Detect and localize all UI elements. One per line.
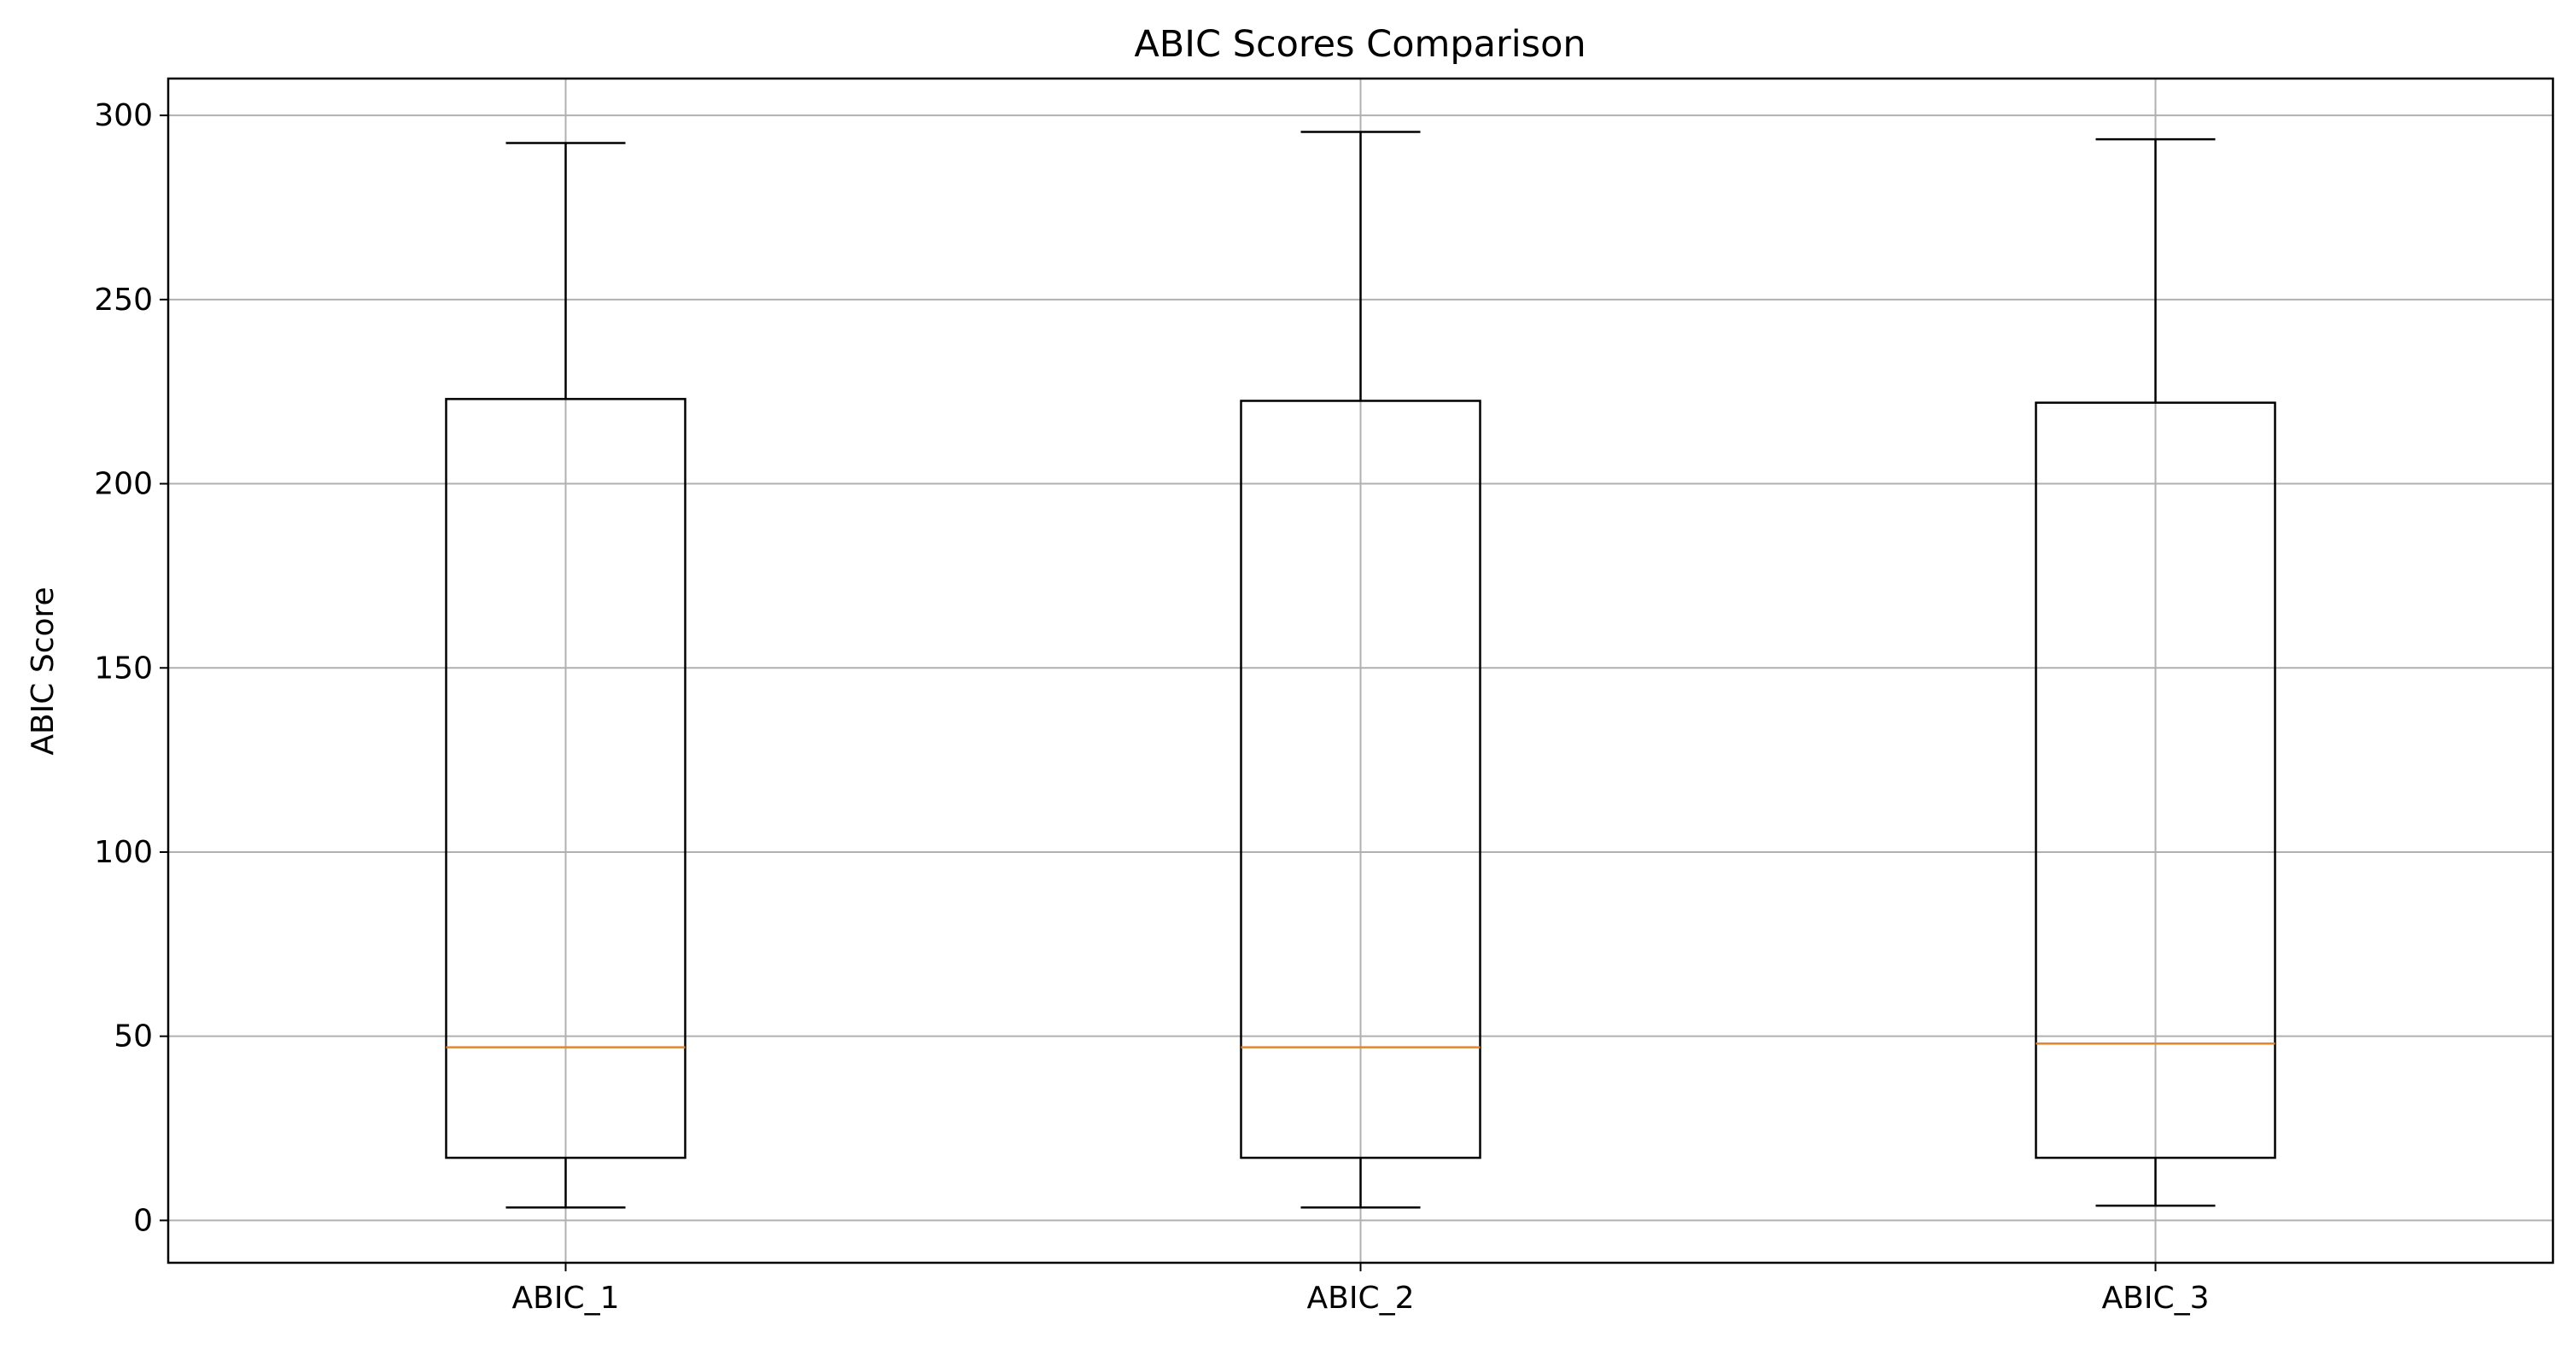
y-axis-label: ABIC Score: [26, 587, 61, 755]
y-tick-label: 300: [94, 98, 153, 133]
y-axis-ticks: 0 50 100 150 200 250 300: [94, 98, 168, 1238]
y-tick-label: 200: [94, 467, 153, 502]
x-tick-label: ABIC_2: [1307, 1281, 1415, 1316]
box-abic-1: [445, 142, 686, 1209]
x-tick-label: ABIC_3: [2102, 1281, 2210, 1316]
box-series: [445, 131, 2276, 1209]
y-tick-label: 100: [94, 835, 153, 870]
y-tick-label: 150: [94, 651, 153, 686]
iqr-box: [445, 398, 686, 1159]
iqr-box: [2035, 401, 2276, 1159]
iqr-box: [1240, 400, 1481, 1159]
box-abic-2: [1240, 131, 1481, 1209]
chart-title: ABIC Scores Comparison: [1134, 23, 1586, 66]
x-axis-ticks: ABIC_1 ABIC_2 ABIC_3: [512, 1263, 2210, 1316]
box-abic-3: [2035, 137, 2276, 1207]
y-tick-label: 50: [114, 1019, 153, 1054]
x-tick-label: ABIC_1: [512, 1281, 620, 1316]
y-tick-label: 250: [94, 283, 153, 318]
y-tick-label: 0: [133, 1203, 153, 1238]
